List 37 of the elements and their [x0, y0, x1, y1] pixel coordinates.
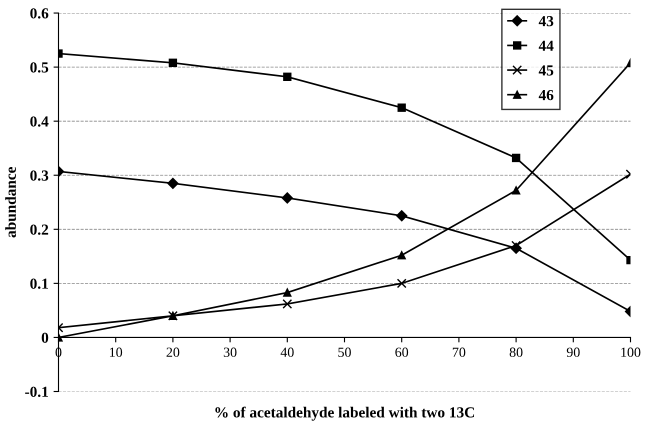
- legend-label: 46: [538, 90, 554, 100]
- y-tick-label: 0.1: [30, 278, 48, 289]
- x-tick-label: 40: [280, 348, 294, 357]
- point: [512, 186, 520, 195]
- x-tick-label: 90: [566, 348, 580, 357]
- y-tick-label: 0.2: [30, 224, 48, 235]
- y-tick-label: 0.5: [30, 62, 48, 73]
- legend-label: 44: [538, 40, 554, 51]
- point: [396, 278, 407, 288]
- point: [512, 154, 520, 162]
- y-tick-label: 0.4: [30, 116, 48, 127]
- x-tick-label: 100: [621, 348, 640, 357]
- y-tick-label: 0: [42, 332, 48, 343]
- x-axis-title: % of acetaldehyde labeled with two 13C: [215, 406, 474, 421]
- point: [168, 58, 178, 67]
- y-tick-label: 0.3: [30, 170, 48, 181]
- legend-label: 45: [538, 65, 554, 76]
- x-tick-label: 30: [224, 348, 237, 357]
- point: [398, 103, 406, 112]
- legend-label: 43: [538, 16, 554, 26]
- point: [398, 251, 406, 260]
- x-tick-label: 10: [110, 348, 122, 357]
- point: [283, 288, 292, 297]
- y-axis-title: abundance: [5, 167, 16, 238]
- x-tick-label: 20: [166, 348, 180, 357]
- y-tick-label: -0.1: [25, 386, 48, 398]
- x-tick-label: 60: [395, 348, 408, 357]
- point: [282, 299, 292, 309]
- x-tick-label: 50: [338, 348, 351, 357]
- point: [282, 192, 293, 204]
- y-tick-label: 0.6: [30, 8, 48, 19]
- point: [283, 72, 292, 82]
- x-tick-label: 70: [452, 348, 466, 357]
- point: [396, 210, 408, 222]
- x-tick-label: 80: [510, 348, 523, 357]
- point: [511, 240, 521, 250]
- point: [167, 178, 179, 189]
